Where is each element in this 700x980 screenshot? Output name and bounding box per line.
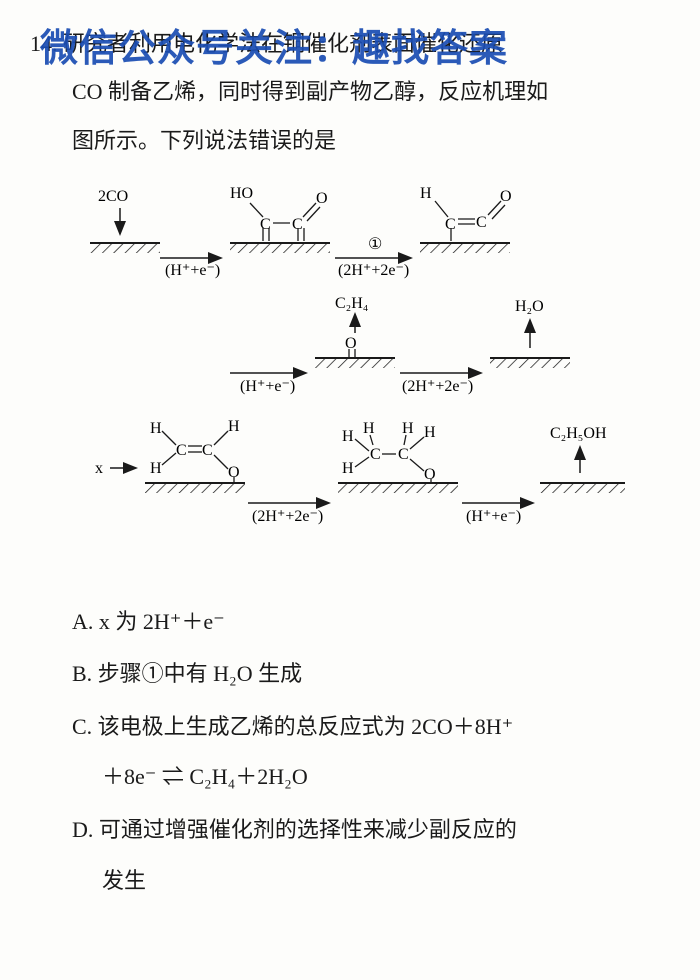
watermark-text: 微信公众号关注：趣找答案: [40, 8, 508, 92]
label-2co: 2CO: [98, 188, 128, 205]
svg-text:(H⁺+e⁻): (H⁺+e⁻): [466, 508, 521, 525]
svg-text:O: O: [424, 466, 436, 483]
svg-text:C: C: [202, 442, 213, 459]
svg-text:C: C: [398, 446, 409, 463]
svg-text:O: O: [500, 188, 512, 205]
option-d-line2: 发生: [72, 856, 670, 907]
svg-text:H: H: [228, 418, 240, 435]
option-c-line2: ＋8e⁻ ⇌ C₂H₄＋2H₂O: [72, 752, 670, 803]
svg-text:H: H: [150, 420, 162, 437]
svg-text:H: H: [342, 428, 354, 445]
svg-text:(2H⁺+2e⁻): (2H⁺+2e⁻): [402, 378, 473, 395]
option-d-line1: D. 可通过增强催化剂的选择性来减少副反应的: [72, 805, 670, 856]
svg-text:C: C: [370, 446, 381, 463]
svg-text:C: C: [476, 214, 487, 231]
svg-text:C: C: [176, 442, 187, 459]
svg-text:H: H: [424, 424, 436, 441]
label-c2h4: C₂H₄: [335, 295, 369, 312]
svg-text:C: C: [445, 216, 456, 233]
svg-text:H: H: [420, 185, 432, 202]
svg-text:H: H: [402, 420, 414, 437]
svg-text:(2H⁺+2e⁻): (2H⁺+2e⁻): [338, 262, 409, 279]
svg-text:H: H: [150, 460, 162, 477]
label-step-1: ①: [368, 236, 382, 253]
label-x: x: [95, 460, 103, 477]
svg-text:(2H⁺+2e⁻): (2H⁺+2e⁻): [252, 508, 323, 525]
options-block: A. x 为 2H⁺＋e⁻ B. 步骤①中有 H₂O 生成 C. 该电极上生成乙…: [30, 597, 670, 907]
svg-text:(H⁺+e⁻): (H⁺+e⁻): [240, 378, 295, 395]
svg-text:H: H: [363, 420, 375, 437]
svg-text:O: O: [316, 190, 328, 207]
label-h2o: H₂O: [515, 298, 544, 315]
svg-text:(H⁺+e⁻): (H⁺+e⁻): [165, 262, 220, 279]
label-c2h5oh: C₂H₅OH: [550, 425, 607, 442]
svg-text:HO: HO: [230, 185, 253, 202]
question-stem-line3: 图所示。下列说法错误的是: [30, 117, 670, 165]
reaction-mechanism-diagram: 2CO (H⁺+e⁻) HO C C O ① (2H⁺+2e⁻) H C C O…: [30, 165, 670, 594]
svg-text:H: H: [342, 460, 354, 477]
svg-text:C: C: [292, 216, 303, 233]
option-c-line1: C. 该电极上生成乙烯的总反应式为 2CO＋8H⁺: [72, 702, 670, 753]
option-b: B. 步骤①中有 H₂O 生成: [72, 649, 670, 700]
option-a: A. x 为 2H⁺＋e⁻: [72, 597, 670, 648]
